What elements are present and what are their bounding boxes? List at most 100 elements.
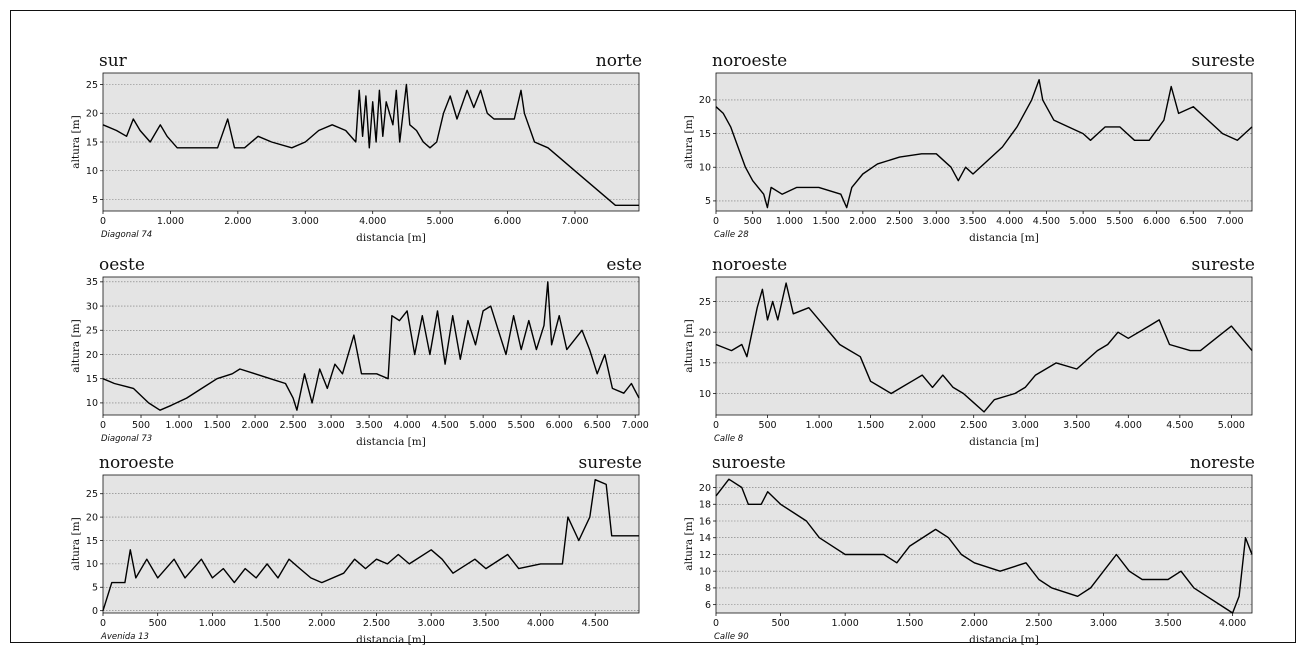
x-tick-label: 1.500 <box>857 420 884 431</box>
direction-left-label: noroeste <box>712 51 787 71</box>
x-tick-label: 3.000 <box>418 618 445 629</box>
y-tick-label: 20 <box>699 95 711 106</box>
y-tick-label: 15 <box>86 374 98 385</box>
y-tick-label: 15 <box>699 358 711 369</box>
x-tick-label: 500 <box>758 420 776 431</box>
x-tick-label: 0 <box>713 216 719 227</box>
street-name-label: Avenida 13 <box>100 632 149 642</box>
x-tick-label: 0 <box>100 216 106 227</box>
y-tick-label: 20 <box>86 512 98 523</box>
x-tick-label: 1.000 <box>199 618 226 629</box>
x-tick-label: 4.000 <box>996 216 1023 227</box>
y-tick-label: 5 <box>92 583 98 594</box>
x-tick-label: 2.500 <box>886 216 913 227</box>
plot-area <box>102 276 640 416</box>
y-tick-label: 30 <box>86 301 98 312</box>
x-tick-label: 4.000 <box>359 216 386 227</box>
x-tick-label: 7.000 <box>1216 216 1243 227</box>
y-tick-label: 10 <box>699 566 711 577</box>
x-tick-label: 500 <box>149 618 167 629</box>
x-tick-label: 2.000 <box>849 216 876 227</box>
x-tick-label: 1.000 <box>776 216 803 227</box>
x-tick-label: 4.500 <box>582 618 609 629</box>
direction-left-label: suroeste <box>712 453 786 473</box>
plot-area <box>715 276 1253 416</box>
x-tick-label: 2.000 <box>241 420 268 431</box>
direction-right-label: sureste <box>1192 51 1255 71</box>
x-tick-label: 2.500 <box>1025 618 1052 629</box>
profile-chart-1: sur norte 5 10 15 20 25 0 1.000 2.000 3.000 4.000 5.… <box>70 49 661 249</box>
x-tick-label: 1.500 <box>896 618 923 629</box>
x-tick-label: 3.500 <box>472 618 499 629</box>
y-tick-label: 5 <box>92 195 98 206</box>
x-tick-label: 4.500 <box>1166 420 1193 431</box>
x-tick-label: 2.000 <box>961 618 988 629</box>
y-tick-label: 15 <box>86 137 98 148</box>
street-name-label: Calle 28 <box>714 230 749 240</box>
elevation-profile-line <box>102 479 639 611</box>
x-axis-label: distancia [m] <box>356 634 426 646</box>
y-tick-label: 25 <box>699 297 711 308</box>
y-axis-label: altura [m] <box>70 115 82 168</box>
y-tick-label: 16 <box>699 516 711 527</box>
direction-left-label: noroeste <box>99 453 174 473</box>
x-tick-label: 4.500 <box>432 420 459 431</box>
street-name-label: Calle 90 <box>714 632 749 642</box>
x-tick-label: 6.000 <box>494 216 521 227</box>
y-tick-label: 10 <box>699 163 711 174</box>
x-tick-label: 0 <box>100 420 106 431</box>
x-tick-label: 3.500 <box>1063 420 1090 431</box>
figure-frame: sur norte 5 10 15 20 25 0 1.000 2.000 3.000 4.000 5.… <box>10 10 1296 646</box>
x-tick-label: 0 <box>713 618 719 629</box>
x-tick-label: 1.000 <box>157 216 184 227</box>
direction-right-label: noreste <box>1190 453 1255 473</box>
x-tick-label: 500 <box>772 618 790 629</box>
y-tick-label: 18 <box>699 500 711 511</box>
elevation-profile-line <box>715 478 1253 614</box>
x-tick-label: 6.500 <box>1180 216 1207 227</box>
direction-left-label: noroeste <box>712 255 787 275</box>
x-tick-label: 1.000 <box>805 420 832 431</box>
x-tick-label: 3.500 <box>355 420 382 431</box>
y-tick-label: 5 <box>705 196 711 207</box>
x-axis-label: distancia [m] <box>969 436 1039 448</box>
y-tick-label: 10 <box>86 398 98 409</box>
y-tick-label: 6 <box>705 600 711 611</box>
y-tick-label: 12 <box>699 550 711 561</box>
elevation-profile-line <box>715 282 1253 413</box>
y-tick-label: 10 <box>86 166 98 177</box>
x-tick-label: 1.500 <box>253 618 280 629</box>
x-tick-label: 5.500 <box>508 420 535 431</box>
x-tick-label: 4.000 <box>527 618 554 629</box>
street-name-label: Diagonal 74 <box>101 230 152 240</box>
x-axis-label: distancia [m] <box>356 232 426 244</box>
x-axis-label: distancia [m] <box>356 436 426 448</box>
x-tick-label: 0 <box>100 618 106 629</box>
profile-chart-3: oeste este 10 15 20 25 30 35 0 500 1.000 1.500 2.000… <box>70 253 661 453</box>
x-tick-label: 2.500 <box>363 618 390 629</box>
y-tick-label: 15 <box>86 536 98 547</box>
x-tick-label: 500 <box>132 420 150 431</box>
y-tick-label: 14 <box>699 533 711 544</box>
y-tick-label: 20 <box>699 328 711 339</box>
plot-area <box>715 474 1253 614</box>
y-tick-label: 25 <box>86 326 98 337</box>
elevation-profile-line <box>715 79 1253 209</box>
x-tick-label: 3.000 <box>923 216 950 227</box>
x-tick-label: 3.000 <box>1012 420 1039 431</box>
x-axis-label: distancia [m] <box>969 634 1039 646</box>
elevation-profile-line <box>102 281 640 411</box>
direction-right-label: norte <box>596 51 642 71</box>
y-tick-label: 8 <box>705 583 711 594</box>
plot-area <box>715 72 1253 212</box>
y-tick-label: 15 <box>699 129 711 140</box>
x-tick-label: 6.500 <box>584 420 611 431</box>
x-tick-label: 4.000 <box>394 420 421 431</box>
x-tick-label: 2.000 <box>224 216 251 227</box>
profile-chart-2: noroeste sureste 5 10 15 20 0 500 1.000 1.500 2.00… <box>683 49 1274 249</box>
direction-right-label: sureste <box>1192 255 1255 275</box>
x-tick-label: 1.000 <box>165 420 192 431</box>
y-tick-label: 25 <box>86 489 98 500</box>
x-tick-label: 3.000 <box>292 216 319 227</box>
street-name-label: Calle 8 <box>714 434 744 444</box>
